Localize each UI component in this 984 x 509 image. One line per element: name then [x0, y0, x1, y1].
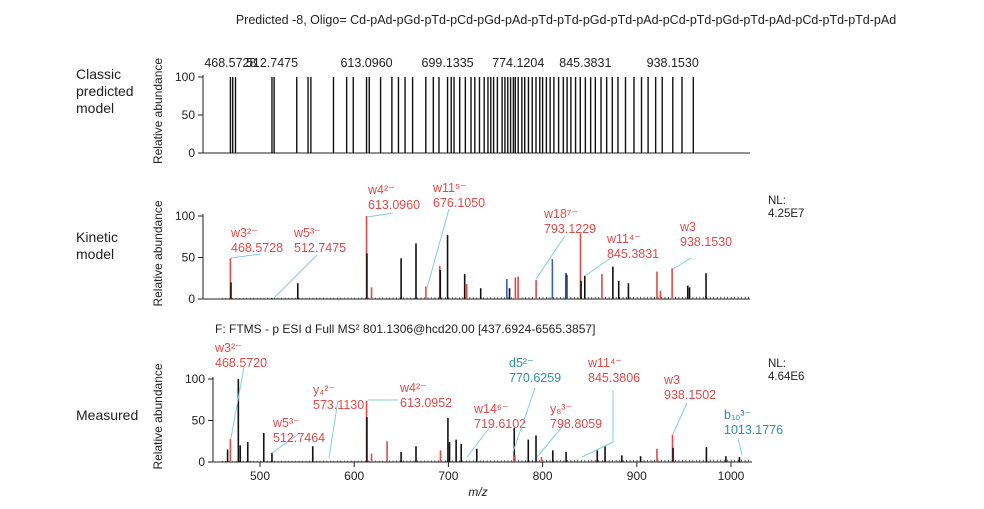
panel-label: model: [76, 246, 114, 262]
panel-label: Measured: [76, 407, 138, 423]
panel-label: model: [76, 100, 114, 116]
y-tick-label: 50: [182, 251, 196, 265]
chart-title: Predicted -8, Oligo= Cd-pAd-pGd-pTd-pCd-…: [236, 13, 896, 27]
y-tick-label: 0: [198, 455, 205, 469]
peak-label: 468.5728: [204, 56, 256, 70]
annotation-leader: [581, 390, 614, 458]
panel-label: Kinetic: [76, 229, 118, 245]
ion-mz-label: 468.5728: [231, 241, 283, 255]
y-axis-label: Relative abundance: [151, 363, 165, 469]
y-tick-label: 50: [182, 108, 196, 122]
y-axis-label: Relative abundance: [151, 200, 165, 306]
nl-label: NL:: [768, 358, 786, 370]
annotation-leader: [737, 437, 743, 456]
ion-label: w4²⁻: [367, 183, 395, 197]
ion-label: w11⁴⁻: [587, 356, 622, 370]
ion-label: d5²⁻: [509, 356, 534, 370]
ion-mz-label: 676.1050: [433, 196, 485, 210]
y-tick-label: 0: [188, 146, 195, 160]
ion-mz-label: 938.1530: [680, 235, 732, 249]
annotation-leader: [535, 235, 566, 280]
ion-mz-label: 468.5720: [215, 356, 267, 370]
ion-mz-label: 573.1130: [313, 398, 364, 412]
ion-label: w3²⁻: [214, 341, 242, 355]
peak-label: 613.0960: [340, 56, 392, 70]
ion-mz-label: 798.8059: [550, 417, 602, 431]
ion-label: w3²⁻: [230, 226, 258, 240]
ion-mz-label: 793.1229: [544, 222, 596, 236]
ion-mz-label: 613.0952: [400, 396, 452, 410]
y-tick-label: 100: [175, 70, 195, 84]
ion-mz-label: 770.6259: [509, 371, 561, 385]
ion-label: w14⁶⁻: [473, 402, 509, 416]
x-tick-label: 1000: [718, 469, 745, 483]
ion-mz-label: 845.3831: [607, 247, 659, 261]
ion-label: y₈³⁻: [550, 402, 572, 416]
annotation-leader: [230, 253, 262, 259]
annotation-leader: [230, 366, 245, 439]
y-tick-label: 50: [192, 414, 206, 428]
annotation-leader: [466, 426, 491, 458]
ion-mz-label: 719.6102: [474, 417, 526, 431]
annotation-leader: [672, 257, 692, 270]
annotation-leader: [271, 432, 301, 454]
ion-label: w3: [679, 220, 696, 234]
annotation-leader: [366, 212, 394, 218]
ion-label: w11⁴⁻: [606, 232, 641, 246]
peak-label: 774.1204: [492, 56, 544, 70]
peak-label: 845.3831: [559, 56, 611, 70]
y-axis-label: Relative abundance: [151, 58, 165, 164]
ion-label: y₄²⁻: [313, 383, 335, 397]
x-axis-label: m/z: [468, 485, 487, 499]
ion-label: w5³⁻: [293, 226, 321, 240]
panel-label: Classic: [76, 66, 121, 82]
annotation-leader: [672, 402, 688, 435]
y-tick-label: 0: [188, 292, 195, 306]
x-tick-label: 900: [627, 469, 647, 483]
ion-label: w11⁵⁻: [432, 181, 467, 195]
ion-mz-label: 512.7464: [273, 431, 325, 445]
ion-mz-label: 845.3806: [588, 371, 640, 385]
ion-label: w18⁷⁻: [543, 207, 578, 221]
annotation-leader: [512, 387, 536, 453]
y-tick-label: 100: [175, 209, 195, 223]
annotation-leader: [426, 208, 450, 289]
ion-label: w3: [663, 373, 680, 387]
ion-mz-label: 613.0960: [368, 198, 420, 212]
annotation-leader: [328, 399, 339, 459]
ion-mz-label: 512.7475: [294, 241, 346, 255]
ion-label: w5³⁻: [272, 416, 300, 430]
annotation-leader: [536, 426, 563, 458]
ion-label: w4²⁻: [399, 381, 427, 395]
panel-label: predicted: [76, 83, 134, 99]
nl-label: NL:: [768, 195, 786, 207]
ion-mz-label: 1013.1776: [724, 423, 783, 437]
peak-label: 512.7475: [246, 56, 298, 70]
x-tick-label: 800: [533, 469, 553, 483]
y-tick-label: 100: [185, 372, 205, 386]
annotation-leader: [273, 254, 318, 299]
ion-label: b₁₀³⁻: [724, 408, 751, 422]
x-tick-label: 600: [344, 469, 364, 483]
peak-label: 699.1335: [422, 56, 474, 70]
peak-label: 938.1530: [647, 56, 699, 70]
nl-label: 4.25E7: [768, 208, 804, 220]
nl-label: 4.64E6: [768, 371, 804, 383]
annotation-leader: [584, 254, 616, 277]
scan-header: F: FTMS - p ESI d Full MS² 801.1306@hcd2…: [215, 322, 595, 336]
x-tick-label: 700: [438, 469, 458, 483]
ion-mz-label: 938.1502: [664, 388, 716, 402]
x-tick-label: 500: [250, 469, 270, 483]
